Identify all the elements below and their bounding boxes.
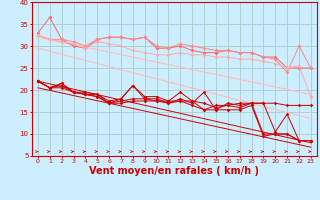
X-axis label: Vent moyen/en rafales ( km/h ): Vent moyen/en rafales ( km/h ) [89, 166, 260, 176]
